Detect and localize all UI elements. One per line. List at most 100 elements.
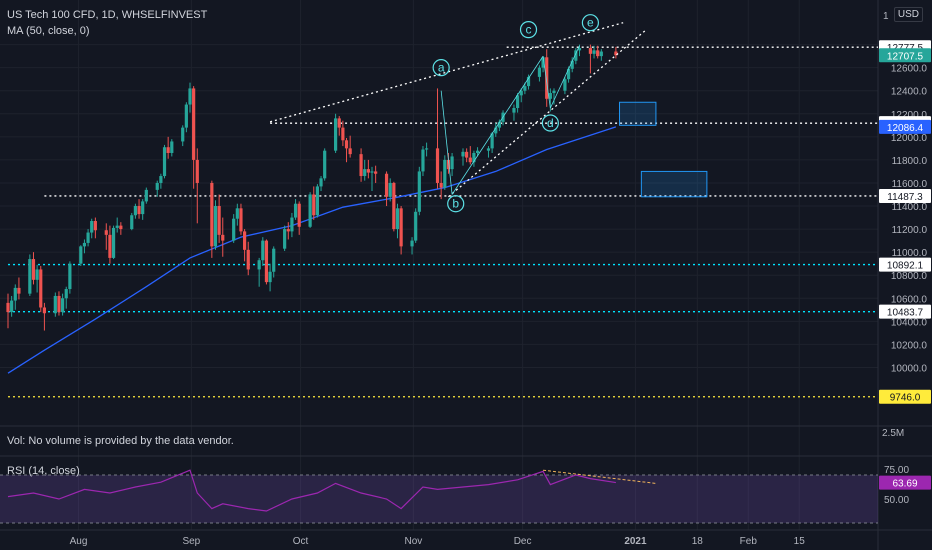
candle-body [388,182,392,197]
candle-body [192,88,196,160]
candle [272,246,276,278]
candle-body [239,208,243,232]
candle [108,225,112,264]
candle-body [475,150,480,153]
candle [574,48,578,65]
wave-labels: a b c d e [432,14,600,213]
candle [315,184,319,218]
candle [592,45,596,59]
candle-body [257,260,261,270]
trendline [451,55,544,195]
candle [235,203,239,226]
candle-body [494,127,498,134]
candle-body [570,60,574,69]
rsi-legend[interactable]: RSI (14, close) [7,465,80,477]
wave-label-c: c [526,23,532,37]
candle [374,165,378,183]
candle-body [486,148,491,151]
candle-body [272,248,276,272]
candle [28,254,32,296]
candle [17,277,21,300]
candle-body [334,118,338,151]
candle-body [417,171,421,212]
candle [119,222,123,235]
trendline [549,45,580,109]
candle [166,136,170,159]
price-tick: 10400.0 [891,317,928,328]
candle-body [293,203,298,218]
candle [545,49,549,107]
candle [57,291,61,316]
price-tick: 12600.0 [891,64,928,75]
ma-legend[interactable]: MA (50, close, 0) [7,25,90,37]
candle [443,155,447,190]
target-box [640,170,708,198]
price-label-box [879,389,931,404]
candle [439,171,443,200]
trendline [440,90,453,195]
candle-body [363,169,367,177]
candle [323,148,327,181]
target-boxes [619,101,708,198]
wave-label-a: a [438,61,445,75]
candle [243,229,247,262]
candle [31,252,36,285]
rsi-price-label: 63.69 [879,475,931,490]
candle-body [414,211,418,241]
candle-body [399,208,403,247]
candle-body [42,307,46,314]
candle-body [588,48,592,54]
price-tick: 11800.0 [892,156,928,167]
candle [410,237,414,255]
candle [104,223,108,250]
candle-body [446,159,451,170]
candle [465,148,469,163]
candle [388,178,392,202]
candle [596,45,600,59]
candle [86,229,90,247]
volume-legend[interactable]: Vol: No volume is provided by the data v… [7,435,234,447]
candle-body [137,206,141,215]
candle [246,241,250,276]
candle-body [384,173,389,197]
candle [341,120,345,147]
candle [308,192,312,228]
time-tick: Oct [293,536,309,547]
candle [334,113,338,153]
candle-body [374,171,378,174]
candle [64,286,68,309]
rsi-label-box [879,475,931,490]
candle-body [319,178,323,187]
candle [435,88,440,189]
rsi-tick: 75.00 [884,465,909,476]
candle-body [443,159,447,188]
candle-body [395,208,400,230]
candle-body [17,287,21,294]
candle-body [90,221,94,233]
time-axis[interactable]: Aug Sep Oct Nov Dec 2021 18 Feb 15 [70,536,806,547]
price-label-text: 10483.7 [887,308,924,319]
candle-body [348,148,352,155]
price-tick: 11200.0 [892,225,928,236]
candle-body [548,93,552,99]
candle [537,65,542,82]
time-tick: 15 [794,536,806,547]
candle [395,203,400,239]
candle-body [210,182,214,247]
candle [399,206,403,255]
price-tick: 10200.0 [891,340,928,351]
currency-button[interactable]: USD [893,7,923,22]
candles [6,44,618,331]
candle-body [68,263,72,290]
candle-body [516,95,520,109]
price-axis[interactable]: 10000.0 10200.0 10400.0 10600.0 10800.0 11000… [882,11,927,506]
candle-body [312,194,316,216]
candle [210,180,214,258]
price-label: 12086.4 [879,119,931,134]
candle [523,82,527,95]
candle-body [421,149,425,172]
symbol-legend[interactable]: US Tech 100 CFD, 1D, WHSELFINVEST [7,9,208,21]
candle-body [308,194,312,227]
candle [264,239,269,285]
